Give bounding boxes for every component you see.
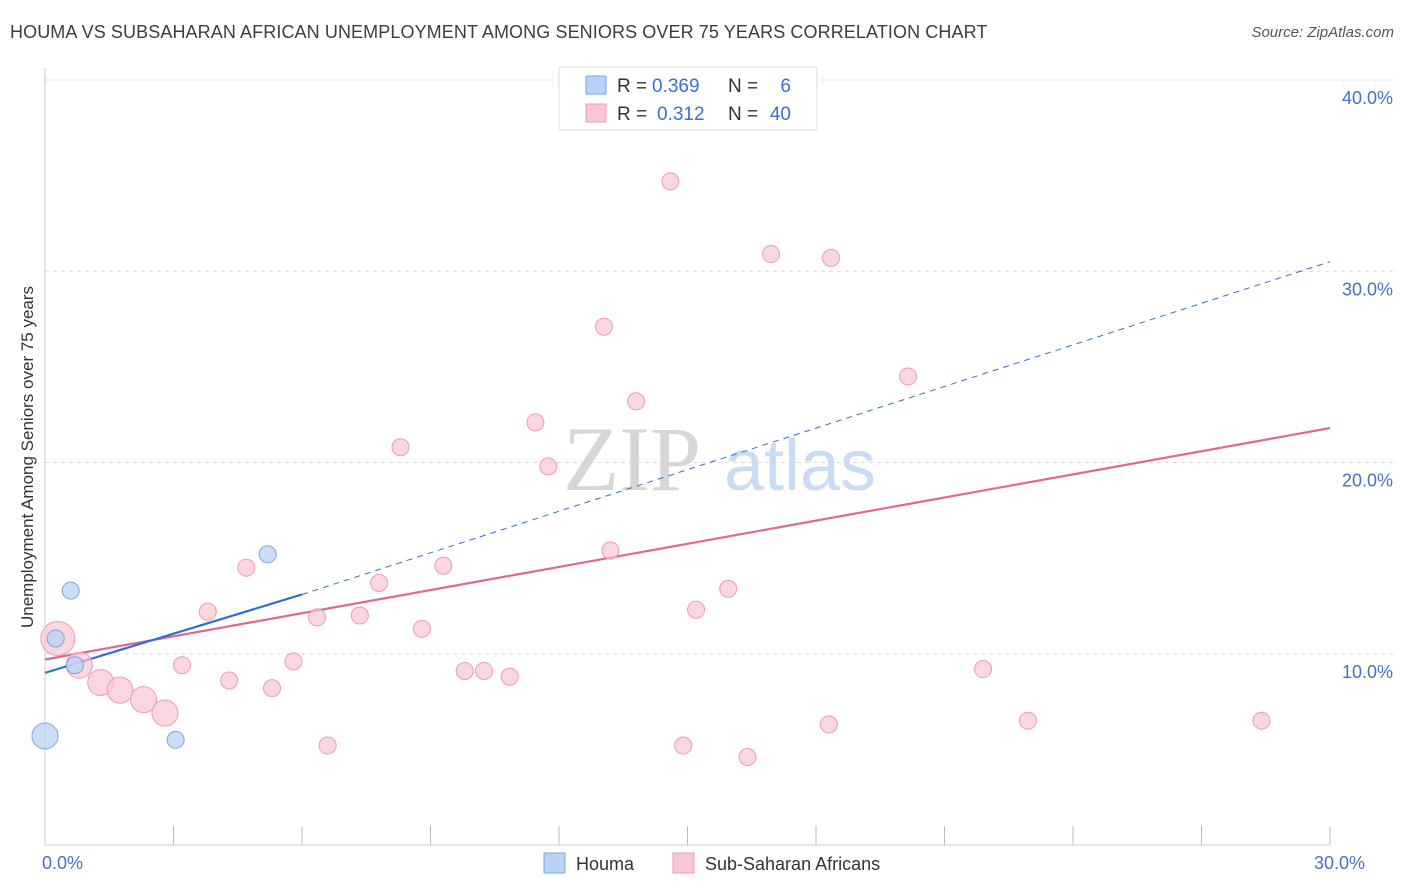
chart-title: HOUMA VS SUBSAHARAN AFRICAN UNEMPLOYMENT…: [10, 22, 988, 42]
y-tick-label: 30.0%: [1342, 279, 1393, 299]
data-point-sub-saharan-africans: [819, 715, 838, 734]
y-axis-label: Unemployment Among Seniors over 75 years: [18, 286, 37, 628]
data-point-sub-saharan-africans: [974, 660, 993, 679]
data-points: [31, 67, 1271, 767]
data-point-sub-saharan-africans: [284, 652, 303, 671]
bottom-legend-swatch-houma: [543, 852, 566, 874]
legend-r-label-ssa: R =: [617, 104, 647, 125]
legend-r-value-houma: 0.369: [652, 76, 700, 97]
data-point-sub-saharan-africans: [674, 736, 693, 755]
data-point-sub-saharan-africans: [539, 457, 558, 476]
bottom-legend: Houma Sub-Saharan Africans: [543, 852, 880, 874]
data-point-sub-saharan-africans: [391, 438, 410, 457]
legend-swatch-ssa: [585, 103, 607, 123]
watermark: ZIP atlas: [563, 408, 876, 510]
data-point-sub-saharan-africans: [899, 367, 918, 386]
trend-line-houma-extension: [301, 261, 1331, 595]
data-point-sub-saharan-africans: [307, 608, 326, 627]
data-point-sub-saharan-africans: [151, 699, 179, 727]
data-point-houma: [46, 629, 65, 648]
data-point-sub-saharan-africans: [455, 661, 474, 680]
data-point-sub-saharan-africans: [370, 573, 389, 592]
y-tick-label: 40.0%: [1342, 88, 1393, 108]
data-point-sub-saharan-africans: [762, 245, 781, 264]
data-point-houma: [166, 730, 185, 749]
data-point-houma: [31, 722, 59, 750]
data-point-houma: [65, 656, 84, 675]
data-point-sub-saharan-africans: [350, 606, 369, 625]
data-point-sub-saharan-africans: [412, 619, 431, 638]
legend-r-label-houma: R =: [617, 76, 647, 97]
legend-n-value-ssa: 40: [770, 104, 791, 125]
y-tick-label: 20.0%: [1342, 471, 1393, 491]
data-point-sub-saharan-africans: [263, 679, 282, 698]
data-point-sub-saharan-africans: [130, 686, 158, 714]
legend-n-label-ssa: N =: [728, 104, 758, 125]
axes: [44, 68, 1331, 846]
data-point-sub-saharan-africans: [318, 736, 337, 755]
data-point-sub-saharan-africans: [687, 600, 706, 619]
data-point-sub-saharan-africans: [821, 248, 840, 267]
data-point-sub-saharan-africans: [500, 667, 519, 686]
data-point-sub-saharan-africans: [526, 413, 545, 432]
x-tick-label: 0.0%: [42, 853, 83, 873]
data-point-sub-saharan-africans: [661, 172, 680, 191]
data-point-sub-saharan-africans: [434, 556, 453, 575]
data-point-sub-saharan-africans: [601, 541, 620, 560]
tick-labels: 10.0% 20.0% 30.0% 40.0% 0.0% 30.0%: [42, 88, 1393, 873]
data-point-sub-saharan-africans: [220, 671, 239, 690]
bottom-legend-label-houma: Houma: [576, 854, 635, 874]
data-point-sub-saharan-africans: [594, 317, 613, 336]
data-point-sub-saharan-africans: [475, 661, 494, 680]
data-point-houma: [258, 545, 277, 564]
trend-line-sub-saharan-africans: [44, 426, 1331, 661]
x-tick-label: 30.0%: [1314, 853, 1365, 873]
bottom-legend-swatch-ssa: [672, 852, 695, 874]
legend: R = 0.369 N = 6 R = 0.312 N = 40: [558, 66, 818, 131]
source-label: Source: ZipAtlas.com: [1251, 24, 1394, 41]
watermark-zip: ZIP: [563, 408, 701, 510]
data-point-sub-saharan-africans: [106, 676, 134, 704]
data-point-sub-saharan-africans: [198, 602, 217, 621]
data-point-sub-saharan-africans: [627, 392, 646, 411]
data-point-sub-saharan-africans: [173, 656, 192, 675]
data-point-sub-saharan-africans: [719, 579, 738, 598]
legend-r-value-ssa: 0.312: [657, 104, 705, 125]
data-point-sub-saharan-africans: [237, 558, 256, 577]
data-point-sub-saharan-africans: [1252, 711, 1271, 730]
data-point-houma: [61, 581, 80, 600]
data-point-sub-saharan-africans: [738, 748, 757, 767]
legend-swatch-houma: [585, 75, 607, 95]
watermark-atlas: atlas: [724, 426, 876, 506]
bottom-legend-label-ssa: Sub-Saharan Africans: [705, 854, 880, 874]
legend-n-label-houma: N =: [728, 76, 758, 97]
y-tick-label: 10.0%: [1342, 662, 1393, 682]
legend-n-value-houma: 6: [780, 76, 791, 97]
data-point-sub-saharan-africans: [1019, 711, 1038, 730]
